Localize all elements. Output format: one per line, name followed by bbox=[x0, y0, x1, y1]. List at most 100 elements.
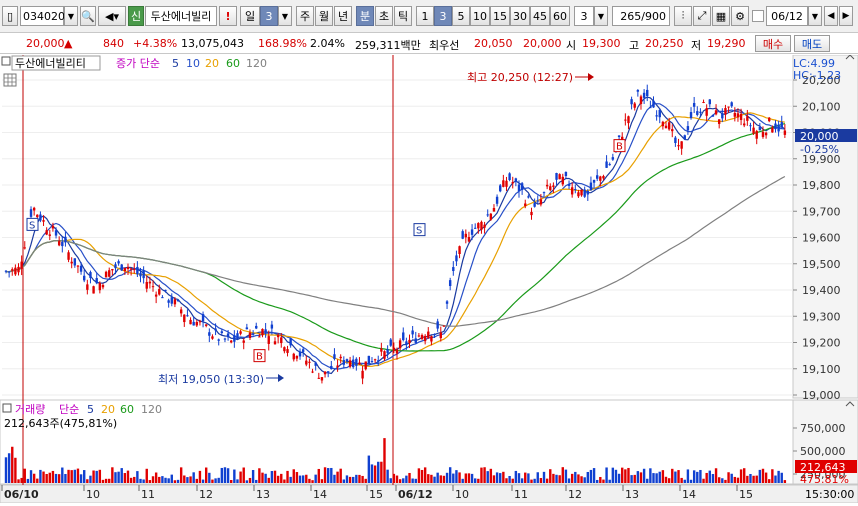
custom-period-dropdown-icon[interactable]: ▼ bbox=[594, 6, 608, 26]
minute-30-button[interactable]: 30 bbox=[510, 6, 530, 26]
candle-body bbox=[539, 199, 543, 205]
price-chart[interactable]: 20,200 20,100 20,000 19,900 19,800 19,700 19,6… bbox=[0, 54, 858, 504]
volume-bar bbox=[136, 471, 139, 483]
legend-collapse-icon[interactable] bbox=[1, 56, 11, 66]
stock-code-input[interactable]: 034020 bbox=[20, 6, 65, 26]
volume-bar bbox=[699, 469, 702, 483]
candle-body bbox=[348, 360, 352, 367]
volume-bar bbox=[314, 474, 317, 483]
volume-bar bbox=[411, 478, 414, 483]
volume-bar bbox=[702, 478, 705, 483]
volume-bar bbox=[486, 471, 489, 483]
best-bid: 20,000 bbox=[523, 37, 562, 50]
time-axis-labels: 06/10 10 11 12 13 14 15 06/12 10 11 12 13 14 15 bbox=[1, 485, 753, 501]
grid-toggle-lines bbox=[4, 74, 16, 86]
volume-bar bbox=[117, 471, 120, 483]
volume-bar bbox=[552, 473, 555, 483]
volume-scroll-up-icon[interactable] bbox=[845, 401, 855, 407]
search-icon[interactable]: 🔍 bbox=[80, 6, 96, 26]
period-tick-button[interactable]: 틱 bbox=[394, 6, 412, 26]
candle-body bbox=[145, 281, 148, 289]
line-tool-icon[interactable]: ⤢ bbox=[693, 6, 711, 26]
candle-body bbox=[639, 96, 643, 105]
indicator-icon[interactable]: ▦ bbox=[712, 6, 730, 26]
volume-bar bbox=[317, 468, 320, 483]
period-minute-button[interactable]: 분 bbox=[356, 6, 374, 26]
volume-legend-label: 거래량 bbox=[15, 403, 45, 416]
period-month-button[interactable]: 월 bbox=[315, 6, 333, 26]
candle-body bbox=[20, 261, 23, 269]
candle-body bbox=[248, 332, 252, 338]
volume-bar bbox=[342, 479, 346, 483]
volume-bar bbox=[774, 475, 777, 483]
candle-body bbox=[61, 241, 64, 247]
minute-1-button[interactable]: 1 bbox=[416, 6, 434, 26]
minute-10-button[interactable]: 10 bbox=[470, 6, 490, 26]
candle-body bbox=[283, 347, 286, 352]
period-day-count[interactable]: 3 bbox=[260, 6, 278, 26]
candle-body bbox=[746, 116, 749, 121]
volume-bar bbox=[405, 475, 408, 483]
next-arrow-icon[interactable]: ▶ bbox=[839, 6, 853, 26]
volume-legend-ma-type: 단순 bbox=[59, 403, 79, 416]
data-count-input[interactable]: 265/900 bbox=[612, 6, 670, 26]
scroll-up-icon[interactable] bbox=[845, 54, 855, 60]
candle-settings-icon[interactable]: ⫶ bbox=[674, 6, 692, 26]
period-day-button[interactable]: 일 bbox=[240, 6, 260, 26]
time-tag: 15:30:00 bbox=[805, 488, 854, 501]
day-count-dropdown-icon[interactable]: ▼ bbox=[278, 6, 292, 26]
candle-body bbox=[549, 186, 552, 191]
minute-45-button[interactable]: 45 bbox=[530, 6, 550, 26]
custom-period-input[interactable]: 3 bbox=[574, 6, 594, 26]
candle-body bbox=[95, 278, 98, 284]
gear-icon[interactable]: ⚙ bbox=[731, 6, 749, 26]
volume-bar bbox=[630, 475, 633, 483]
sound-icon[interactable]: ◀▾ bbox=[98, 6, 126, 26]
candle-body bbox=[305, 360, 308, 365]
warning-button[interactable]: ! bbox=[219, 6, 237, 26]
date-dropdown-icon[interactable]: ▼ bbox=[808, 6, 822, 26]
minute-3-button[interactable]: 3 bbox=[434, 6, 452, 26]
period-week-button[interactable]: 주 bbox=[296, 6, 314, 26]
volume-bar bbox=[527, 473, 530, 483]
volume-bar bbox=[230, 479, 233, 483]
candle-body bbox=[286, 349, 289, 353]
legend-ma-10: 10 bbox=[186, 57, 200, 70]
date-input[interactable]: 06/12 bbox=[766, 6, 808, 26]
lc-readout: LC:4.99 bbox=[793, 57, 835, 70]
signal-marker bbox=[613, 139, 626, 153]
volume-bar bbox=[658, 471, 661, 483]
legend-name-box[interactable] bbox=[11, 55, 101, 71]
period-second-button[interactable]: 초 bbox=[375, 6, 393, 26]
volume-bar bbox=[777, 470, 780, 483]
grid-toggle-icon[interactable] bbox=[3, 73, 17, 87]
legend-ma-60: 60 bbox=[226, 57, 240, 70]
code-dropdown-icon[interactable]: ▼ bbox=[64, 6, 78, 26]
candle-body bbox=[580, 189, 583, 196]
minute-15-button[interactable]: 15 bbox=[490, 6, 510, 26]
candle-body bbox=[574, 189, 577, 191]
date-checkbox[interactable] bbox=[752, 10, 764, 22]
minute-5-button[interactable]: 5 bbox=[452, 6, 470, 26]
candle-body bbox=[524, 203, 527, 206]
volume-bar bbox=[114, 472, 117, 483]
candle-body bbox=[83, 275, 86, 281]
volume-legend-collapse-icon[interactable] bbox=[2, 403, 12, 413]
candle-body bbox=[211, 336, 214, 339]
candle-body bbox=[608, 164, 611, 166]
prev-arrow-icon[interactable]: ◀ bbox=[824, 6, 838, 26]
buy-button[interactable]: 매수 bbox=[755, 35, 791, 52]
volume-bar bbox=[524, 472, 527, 483]
volume-bar bbox=[711, 474, 715, 483]
stock-name-field[interactable]: 두산에너빌리 bbox=[145, 6, 217, 26]
sell-button[interactable]: 매도 bbox=[794, 35, 830, 52]
chart-area[interactable]: 20,200 20,100 20,000 19,900 19,800 19,700 19,6… bbox=[0, 54, 858, 504]
period-year-button[interactable]: 년 bbox=[334, 6, 352, 26]
candle-body bbox=[689, 112, 693, 119]
volume-bar bbox=[505, 478, 508, 483]
volume-bar bbox=[123, 473, 127, 483]
volume-bar bbox=[508, 476, 511, 483]
chart-type-icon[interactable]: ▯ bbox=[2, 6, 18, 26]
volume-bar bbox=[436, 472, 439, 483]
minute-60-button[interactable]: 60 bbox=[550, 6, 570, 26]
